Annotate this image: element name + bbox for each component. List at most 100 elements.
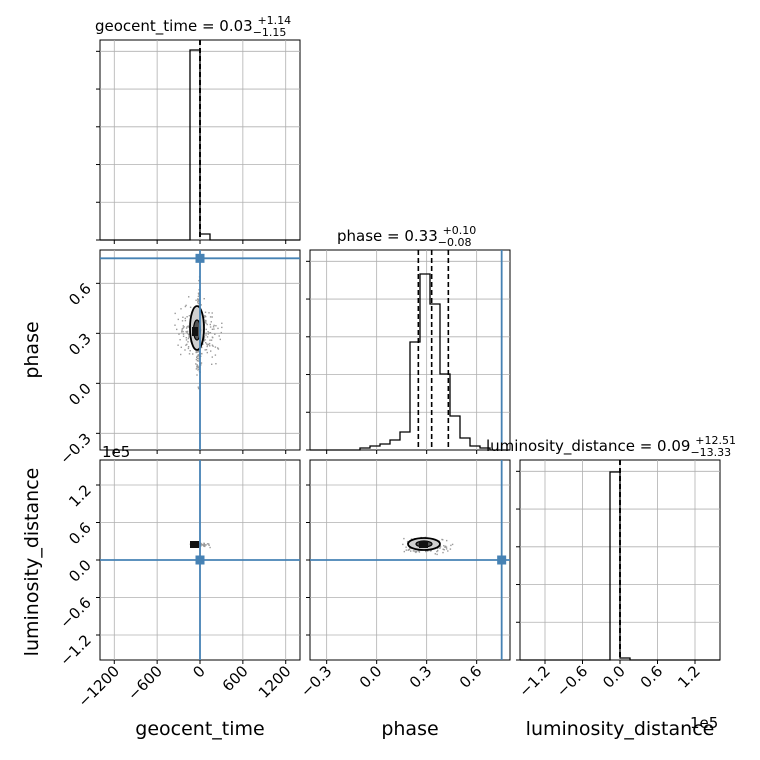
- sample-point: [204, 339, 206, 341]
- x-tick-label-phase: 0.6: [456, 662, 486, 692]
- sample-point: [213, 324, 215, 327]
- sample-point: [219, 338, 221, 341]
- sample-point: [218, 335, 220, 337]
- sample-point: [195, 351, 197, 354]
- sample-point: [201, 353, 203, 355]
- y-axis-label-phase: phase: [21, 321, 43, 378]
- sample-point: [451, 543, 454, 546]
- sample-point: [204, 544, 206, 546]
- sample-point: [443, 549, 445, 551]
- sample-point: [198, 300, 200, 302]
- sample-point: [185, 304, 187, 307]
- sample-point: [177, 318, 179, 321]
- sample-point: [192, 353, 194, 355]
- sample-point: [197, 351, 199, 353]
- title-plus: +1.14: [257, 14, 291, 27]
- y-tick-label-phase: 0.6: [65, 279, 95, 309]
- x-axis-label-phase: phase: [381, 718, 438, 740]
- x-tick-label-luminosity-distance: 1.2: [674, 662, 704, 692]
- sample-point: [410, 550, 412, 552]
- sample-point: [182, 325, 184, 327]
- tick-marks: [306, 484, 478, 664]
- sample-point: [203, 544, 205, 546]
- sample-point: [185, 327, 188, 329]
- y-tick-label-luminosity-distance: −1.2: [56, 631, 94, 669]
- title-phase: phase = 0.33 +0.10 −0.08: [337, 220, 481, 249]
- sample-point: [436, 550, 438, 553]
- sample-point: [403, 550, 405, 553]
- sample-point: [188, 315, 191, 317]
- y-tick-label-luminosity-distance: 0.0: [65, 556, 95, 586]
- sample-point: [410, 538, 413, 540]
- sample-point: [203, 545, 205, 547]
- sample-point: [197, 301, 199, 304]
- sample-point: [181, 329, 183, 331]
- sample-point: [442, 548, 444, 550]
- sample-point: [209, 546, 211, 549]
- tick-marks: [306, 260, 478, 454]
- sample-point: [182, 327, 185, 329]
- sample-point: [442, 539, 444, 541]
- density-peak: [192, 327, 198, 336]
- sample-point: [182, 335, 185, 337]
- y-tick-label-phase: 0.3: [65, 329, 95, 359]
- sample-point: [181, 328, 184, 330]
- sample-point: [198, 350, 200, 353]
- sample-point: [184, 317, 186, 320]
- sample-point: [186, 330, 189, 333]
- sample-point: [184, 319, 187, 322]
- sample-point: [204, 349, 206, 351]
- sample-point: [187, 341, 189, 343]
- sample-point: [203, 339, 205, 342]
- sample-point: [189, 306, 192, 308]
- sample-point: [185, 337, 187, 339]
- sample-point: [208, 312, 210, 314]
- sample-point: [205, 315, 207, 318]
- sample-point: [430, 549, 432, 552]
- panel-luminosity-distance-hist: [516, 459, 721, 664]
- density-contours: [407, 537, 441, 551]
- sample-point: [200, 362, 203, 364]
- sample-point: [176, 328, 178, 331]
- sample-point: [185, 330, 187, 333]
- y-tick-label-luminosity-distance: 0.6: [65, 519, 95, 549]
- sample-point: [195, 363, 197, 365]
- sample-point: [196, 357, 199, 360]
- sample-point: [183, 326, 185, 328]
- sample-point: [209, 339, 211, 341]
- sample-point: [201, 543, 203, 546]
- sample-point: [180, 308, 182, 310]
- sample-point: [198, 544, 200, 546]
- panel-phase-hist: [306, 249, 511, 454]
- sample-point: [205, 342, 207, 344]
- sample-point: [197, 366, 200, 368]
- sample-point: [203, 543, 205, 545]
- sample-point: [197, 386, 199, 388]
- sample-point: [186, 316, 188, 318]
- sample-point: [202, 343, 204, 345]
- sample-point: [195, 299, 197, 301]
- sample-point: [187, 347, 190, 350]
- density-contours: [190, 541, 199, 548]
- truth-lines: [310, 460, 510, 660]
- sample-point: [206, 323, 208, 326]
- x-tick-label-luminosity-distance: 0.0: [599, 662, 629, 692]
- sample-point: [212, 326, 215, 328]
- y-tick-label-luminosity-distance: 1.2: [65, 481, 95, 511]
- density-peak: [419, 541, 428, 548]
- panel-luminosity-distance-vs-geocent-time: [96, 459, 301, 664]
- sample-point: [195, 368, 198, 370]
- sample-point: [189, 350, 191, 352]
- sample-point: [443, 545, 445, 547]
- sample-point: [182, 330, 184, 333]
- sample-point: [211, 328, 214, 330]
- sample-point: [197, 387, 200, 390]
- sample-point: [205, 332, 207, 334]
- sample-point: [197, 298, 199, 300]
- sample-point: [197, 350, 199, 352]
- sample-point: [205, 328, 207, 331]
- truth-lines: [100, 460, 300, 660]
- sample-point: [205, 334, 207, 336]
- y-tick-label-luminosity-distance: −0.6: [56, 594, 94, 632]
- sample-point: [213, 328, 215, 330]
